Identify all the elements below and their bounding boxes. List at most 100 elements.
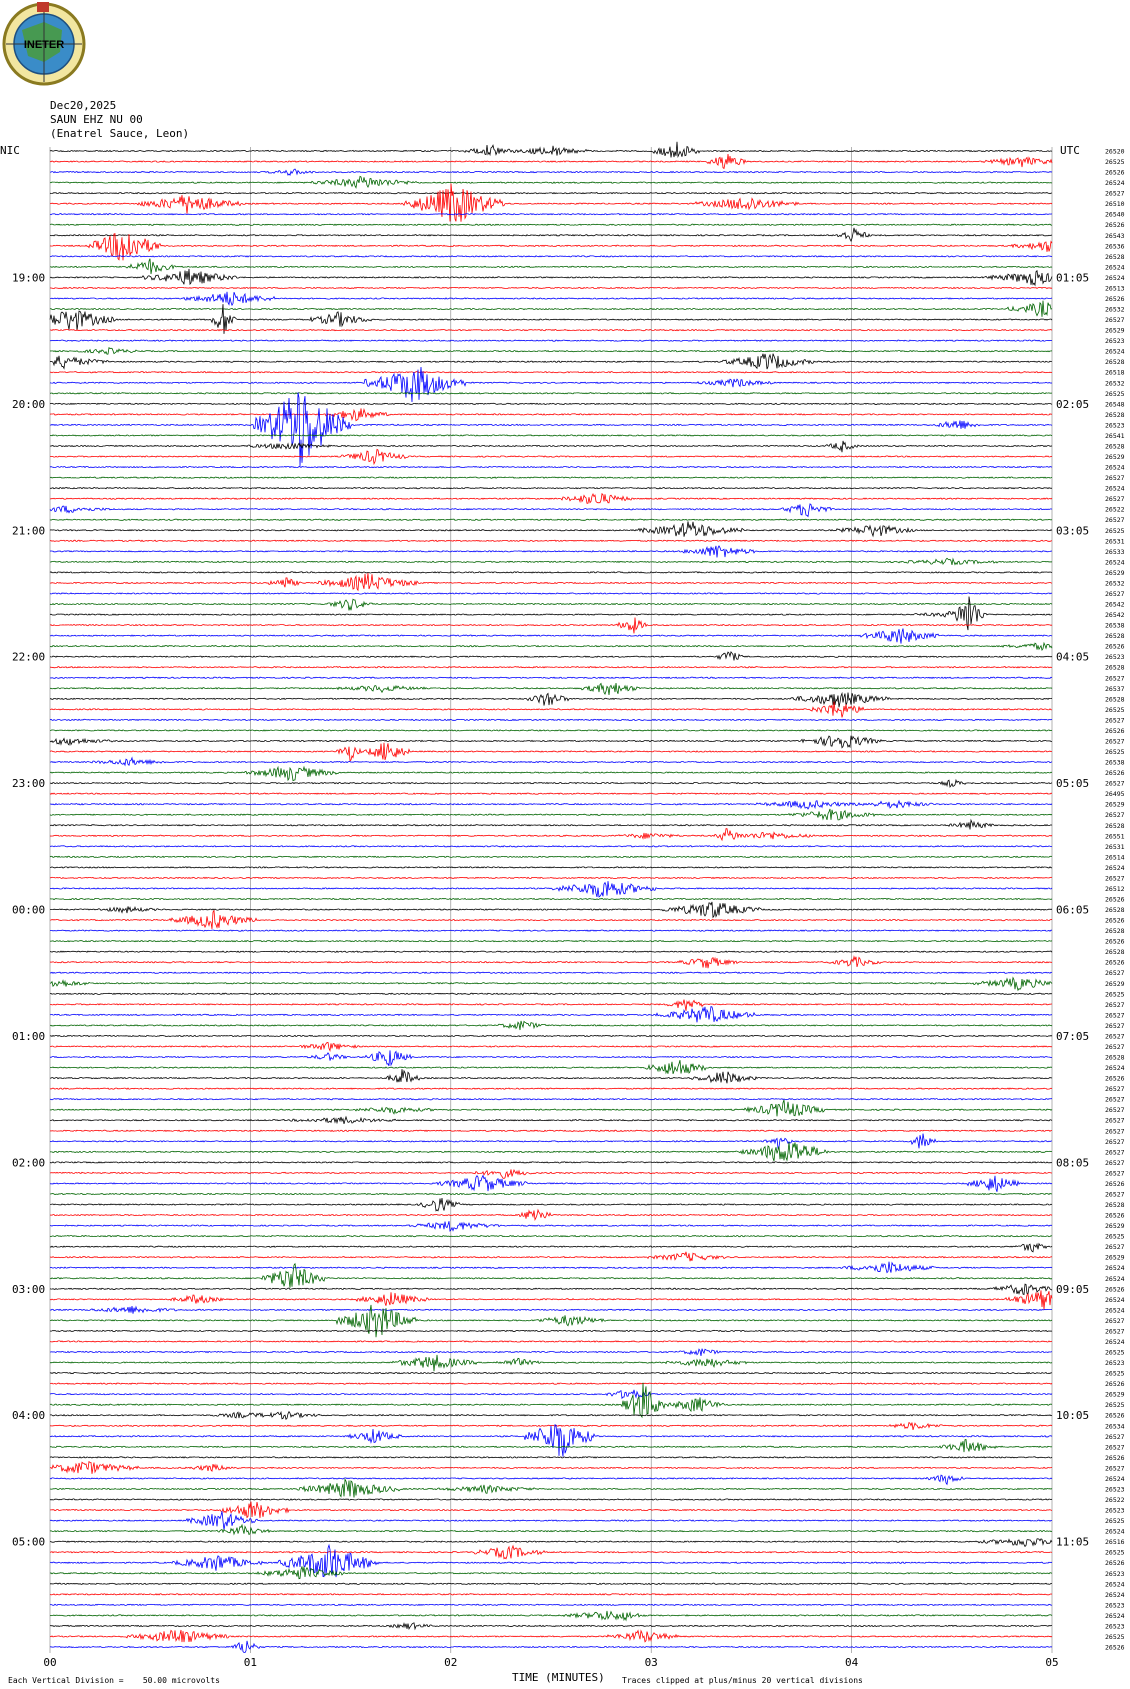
trace-count-label: 26524 xyxy=(1105,1612,1125,1620)
seismic-trace xyxy=(49,1511,1053,1531)
seismic-trace xyxy=(49,1098,1053,1101)
seismic-trace xyxy=(50,682,1053,696)
seismic-trace xyxy=(49,545,1053,558)
trace-count-label: 26527 xyxy=(1105,1011,1125,1019)
seismic-trace xyxy=(50,371,1053,374)
right-hour-label: 07:05 xyxy=(1056,1030,1089,1043)
seismic-trace xyxy=(49,503,1053,518)
right-hour-label: 09:05 xyxy=(1056,1283,1089,1296)
seismic-trace xyxy=(49,617,1053,634)
seismic-trace xyxy=(50,168,1053,176)
seismic-trace xyxy=(50,901,1053,919)
trace-count-label: 26512 xyxy=(1105,885,1125,893)
seismic-trace xyxy=(49,328,1053,332)
seismic-trace xyxy=(49,1304,1053,1338)
seismic-trace xyxy=(49,1640,1053,1654)
seismic-trace xyxy=(50,1069,1053,1084)
seismic-trace xyxy=(49,939,1053,943)
trace-count-label: 26525 xyxy=(1105,1233,1125,1241)
seismic-trace xyxy=(49,1115,1053,1125)
trace-count-label: 26524 xyxy=(1105,1528,1125,1536)
trace-count-label: 26527 xyxy=(1105,874,1125,882)
seismic-trace xyxy=(49,1501,1053,1519)
logo-text: INETER xyxy=(24,39,64,51)
seismic-trace xyxy=(49,1221,1052,1232)
right-hour-label: 01:05 xyxy=(1056,271,1089,284)
trace-count-label: 26525 xyxy=(1105,748,1125,756)
seismic-trace xyxy=(49,676,1053,679)
seismic-trace xyxy=(49,735,1053,749)
seismic-trace xyxy=(49,1424,1053,1457)
seismic-trace xyxy=(49,799,1053,810)
right-hour-label: 10:05 xyxy=(1056,1409,1089,1422)
seismic-trace xyxy=(49,792,1053,795)
trace-count-label: 26527 xyxy=(1105,969,1125,977)
trace-count-label: 26495 xyxy=(1105,790,1125,798)
trace-count-label: 26534 xyxy=(1105,1422,1125,1430)
trace-count-label: 26526 xyxy=(1105,221,1125,229)
trace-count-label: 26527 xyxy=(1105,1148,1125,1156)
seismic-trace xyxy=(49,1099,1053,1117)
seismic-trace xyxy=(49,1610,1053,1622)
trace-count-label: 26526 xyxy=(1105,1285,1125,1293)
seismic-trace xyxy=(49,392,1053,395)
seismic-trace xyxy=(49,1340,1053,1343)
left-hour-label: 05:00 xyxy=(12,1536,45,1549)
trace-count-label: 26527 xyxy=(1105,1085,1125,1093)
trace-count-label: 26525 xyxy=(1105,1349,1125,1357)
seismic-trace xyxy=(49,1142,1053,1162)
trace-count-label: 26532 xyxy=(1105,379,1125,387)
seismic-trace xyxy=(49,701,1053,718)
seismic-trace xyxy=(49,476,1053,479)
seismic-trace xyxy=(49,1161,1053,1164)
trace-count-label: 26523 xyxy=(1105,1622,1125,1630)
trace-count-label: 26531 xyxy=(1105,537,1125,545)
seismic-trace xyxy=(49,1538,1053,1548)
seismic-trace xyxy=(49,440,1053,453)
trace-count-label: 26525 xyxy=(1105,706,1125,714)
seismic-trace xyxy=(49,1603,1053,1607)
trace-count-label: 26520 xyxy=(1105,148,1125,156)
seismic-trace xyxy=(49,718,1053,722)
trace-count-label: 26526 xyxy=(1105,1380,1125,1388)
seismic-trace xyxy=(49,742,1052,762)
trace-count-label: 26527 xyxy=(1105,1032,1125,1040)
right-hour-label: 08:05 xyxy=(1056,1156,1089,1169)
trace-count-label: 26523 xyxy=(1105,1359,1125,1367)
trace-count-label: 26526 xyxy=(1105,917,1125,925)
plot-date: Dec20,2025 xyxy=(50,99,117,112)
seismic-trace xyxy=(49,828,1053,842)
trace-count-label: 26525 xyxy=(1105,1517,1125,1525)
trace-count-label: 26523 xyxy=(1105,1601,1125,1609)
seismic-trace xyxy=(49,1034,1053,1038)
trace-count-label: 26529 xyxy=(1105,1391,1125,1399)
trace-count-label: 26525 xyxy=(1105,390,1125,398)
seismic-trace xyxy=(49,1543,1053,1578)
seismic-trace xyxy=(49,258,1053,275)
trace-count-label: 26526 xyxy=(1105,295,1125,303)
right-hour-label: 06:05 xyxy=(1056,904,1089,917)
clip-note: Traces clipped at plus/minus 20 vertical… xyxy=(622,1676,863,1685)
trace-count-label: 26528 xyxy=(1105,1201,1125,1209)
trace-count-label: 26527 xyxy=(1105,1169,1125,1177)
trace-count-label: 26538 xyxy=(1105,622,1125,630)
trace-count-label: 26525 xyxy=(1105,1370,1125,1378)
trace-count-label: 26518 xyxy=(1105,369,1125,377)
trace-count-label: 26526 xyxy=(1105,1644,1125,1652)
trace-count-label: 26529 xyxy=(1105,453,1125,461)
trace-count-label: 26527 xyxy=(1105,1127,1125,1135)
left-hour-label: 00:00 xyxy=(12,904,45,917)
seismic-trace xyxy=(49,650,1053,661)
trace-count-label: 26528 xyxy=(1105,442,1125,450)
seismic-trace xyxy=(49,897,1053,901)
seismic-trace xyxy=(49,223,1053,226)
trace-count-label: 26526 xyxy=(1105,1212,1125,1220)
trace-count-label: 26527 xyxy=(1105,1327,1125,1335)
seismic-trace xyxy=(49,1523,1053,1536)
trace-count-label: 26526 xyxy=(1105,169,1125,177)
seismic-trace xyxy=(49,402,1053,405)
trace-count-label: 26514 xyxy=(1105,853,1125,861)
seismic-trace xyxy=(49,1020,1053,1031)
seismic-trace xyxy=(49,448,1053,466)
seismic-trace xyxy=(49,1283,1053,1296)
